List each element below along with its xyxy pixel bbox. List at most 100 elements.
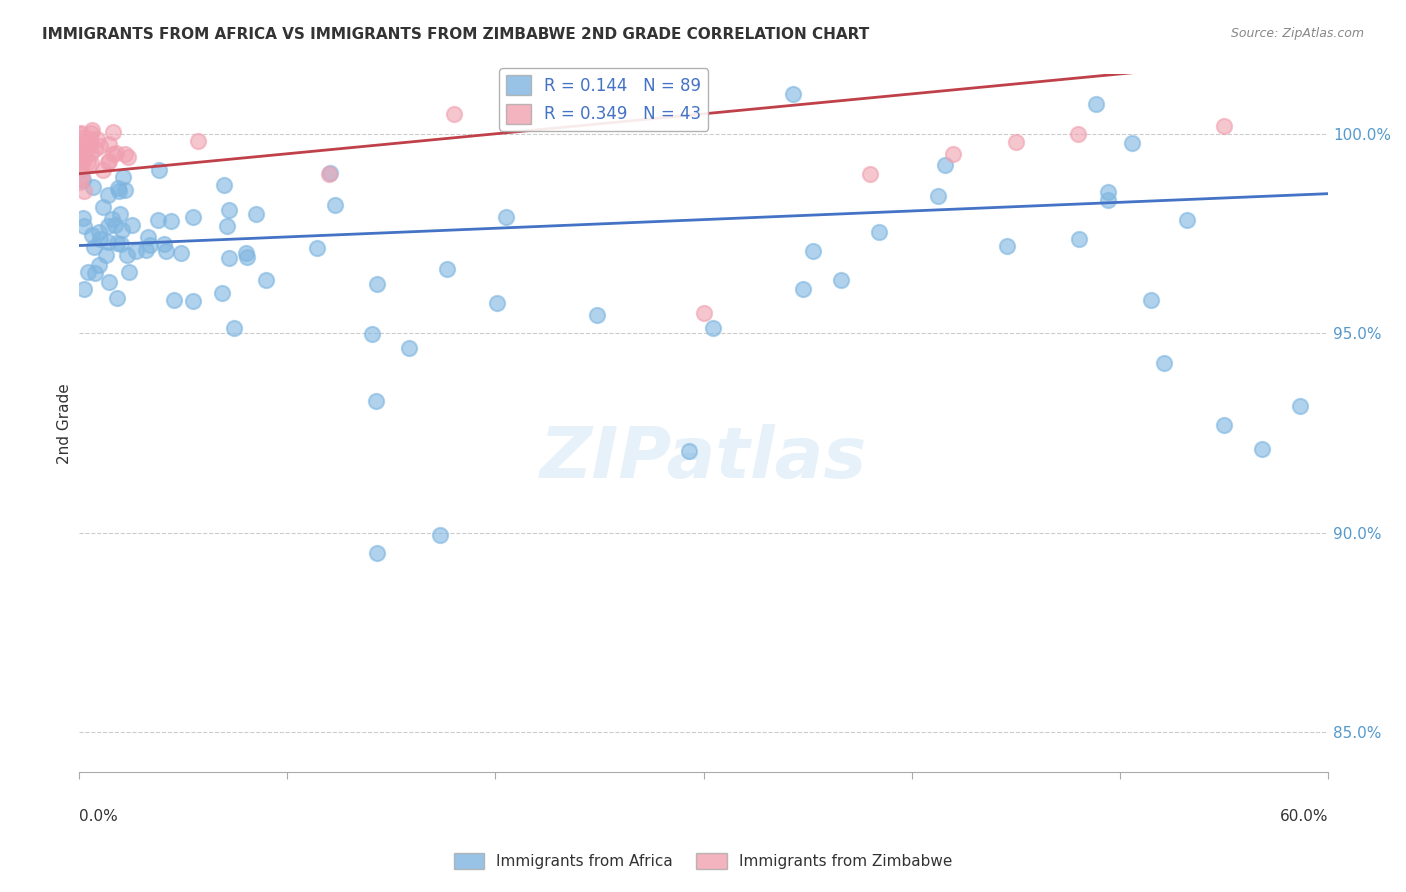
Point bbox=[429, 527, 451, 541]
Point bbox=[105, 145, 128, 160]
Point bbox=[868, 225, 890, 239]
Point bbox=[366, 546, 388, 560]
Point bbox=[70, 131, 93, 145]
Y-axis label: 2nd Grade: 2nd Grade bbox=[58, 383, 72, 464]
Point bbox=[105, 291, 128, 305]
Point bbox=[69, 175, 91, 189]
Point bbox=[211, 285, 233, 300]
Point bbox=[97, 219, 120, 233]
Point bbox=[72, 172, 94, 186]
Point bbox=[495, 210, 517, 224]
Point bbox=[586, 308, 609, 322]
Point bbox=[80, 126, 103, 140]
Point bbox=[110, 237, 132, 252]
Point bbox=[1005, 135, 1028, 149]
Point bbox=[366, 277, 388, 292]
Point bbox=[80, 123, 103, 137]
Point bbox=[136, 229, 159, 244]
Point bbox=[73, 219, 96, 234]
Point bbox=[125, 244, 148, 259]
Point bbox=[318, 167, 340, 181]
Point bbox=[1153, 356, 1175, 370]
Point bbox=[70, 156, 93, 170]
Point bbox=[83, 142, 105, 156]
Point bbox=[69, 150, 91, 164]
Point bbox=[1175, 212, 1198, 227]
Point bbox=[436, 261, 458, 276]
Point bbox=[107, 181, 129, 195]
Point bbox=[86, 132, 108, 146]
Point bbox=[155, 244, 177, 258]
Point bbox=[97, 235, 120, 250]
Point bbox=[97, 155, 120, 169]
Point bbox=[235, 250, 257, 264]
Point bbox=[782, 87, 804, 101]
Point bbox=[101, 212, 124, 227]
Point bbox=[98, 136, 121, 151]
Point bbox=[1084, 96, 1107, 111]
Point bbox=[148, 212, 170, 227]
Point bbox=[97, 153, 120, 168]
Point bbox=[121, 219, 143, 233]
Point bbox=[148, 162, 170, 177]
Point bbox=[111, 222, 134, 236]
Point bbox=[83, 240, 105, 254]
Point bbox=[76, 141, 98, 155]
Point bbox=[859, 167, 882, 181]
Point bbox=[72, 184, 94, 198]
Point bbox=[702, 321, 724, 335]
Point bbox=[98, 275, 121, 289]
Point bbox=[80, 156, 103, 170]
Point bbox=[72, 211, 94, 225]
Point bbox=[104, 218, 127, 232]
Point bbox=[1213, 417, 1236, 432]
Point bbox=[111, 169, 134, 184]
Point bbox=[107, 185, 129, 199]
Point bbox=[830, 272, 852, 286]
Point bbox=[96, 248, 118, 262]
Point bbox=[69, 158, 91, 172]
Point bbox=[398, 342, 420, 356]
Point bbox=[678, 443, 700, 458]
Point bbox=[114, 147, 136, 161]
Point bbox=[70, 169, 93, 183]
Point bbox=[1121, 136, 1143, 150]
Point bbox=[1067, 232, 1090, 246]
Legend: Immigrants from Africa, Immigrants from Zimbabwe: Immigrants from Africa, Immigrants from … bbox=[447, 847, 959, 875]
Point bbox=[218, 251, 240, 265]
Point bbox=[212, 178, 235, 193]
Point bbox=[245, 207, 267, 221]
Point bbox=[80, 228, 103, 243]
Point bbox=[139, 237, 162, 252]
Point bbox=[170, 246, 193, 260]
Point bbox=[82, 180, 104, 194]
Point bbox=[1213, 119, 1236, 133]
Point bbox=[159, 214, 181, 228]
Point bbox=[323, 197, 346, 211]
Point bbox=[218, 202, 240, 217]
Point bbox=[360, 326, 382, 341]
Point bbox=[87, 225, 110, 239]
Point bbox=[91, 162, 114, 177]
Point bbox=[163, 293, 186, 308]
Point bbox=[801, 244, 824, 259]
Legend: R = 0.144   N = 89, R = 0.349   N = 43: R = 0.144 N = 89, R = 0.349 N = 43 bbox=[499, 69, 709, 130]
Point bbox=[79, 136, 101, 151]
Point bbox=[152, 237, 174, 252]
Point bbox=[79, 132, 101, 146]
Point bbox=[89, 138, 111, 153]
Point bbox=[69, 149, 91, 163]
Point bbox=[792, 282, 814, 296]
Point bbox=[118, 265, 141, 279]
Point bbox=[77, 265, 100, 279]
Point bbox=[70, 148, 93, 162]
Point bbox=[319, 166, 342, 180]
Point bbox=[89, 232, 111, 246]
Point bbox=[76, 154, 98, 169]
Point bbox=[1097, 193, 1119, 207]
Point bbox=[692, 306, 714, 320]
Point bbox=[101, 147, 124, 161]
Text: Source: ZipAtlas.com: Source: ZipAtlas.com bbox=[1230, 27, 1364, 40]
Point bbox=[103, 124, 125, 138]
Point bbox=[72, 154, 94, 169]
